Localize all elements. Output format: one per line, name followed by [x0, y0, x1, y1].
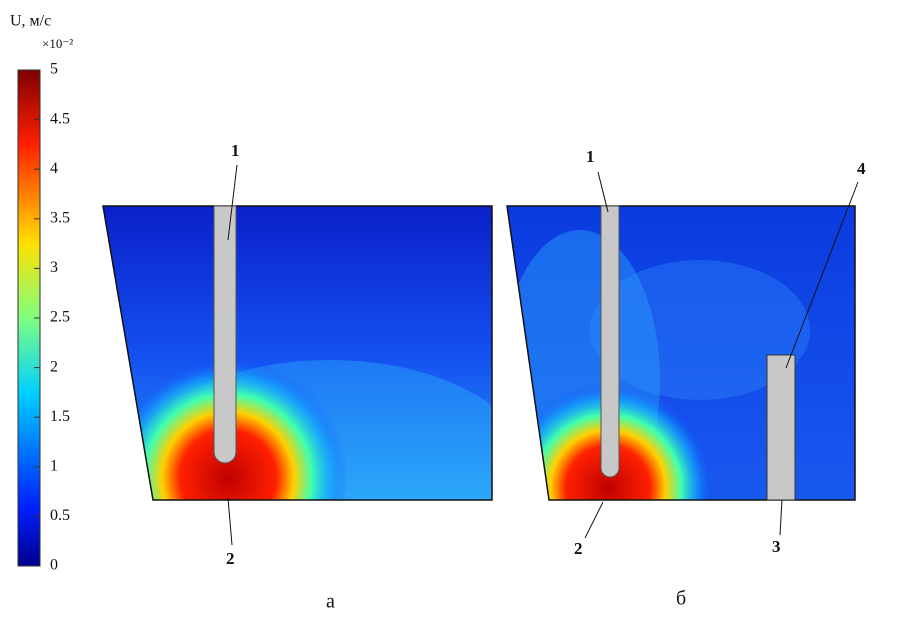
- callout: 1: [231, 141, 240, 160]
- callout: 2: [574, 539, 583, 558]
- colorbar-title: U, м/с: [10, 13, 51, 30]
- tick-label: 4.5: [50, 110, 70, 127]
- tick-label: 0.5: [50, 507, 70, 524]
- panel-b: 1 2 3 4 б: [506, 147, 866, 610]
- panel-a: 1 2 а: [102, 141, 493, 613]
- callout: 2: [226, 549, 235, 568]
- tick-label: 3.5: [50, 209, 70, 226]
- callout: 4: [857, 159, 866, 178]
- tick-label: 1: [50, 457, 58, 474]
- panel-label: а: [326, 591, 335, 613]
- tick-label: 1.5: [50, 408, 70, 425]
- tick-label: 0: [50, 557, 58, 574]
- tick-label: 2.5: [50, 309, 70, 326]
- colorbar-scale: ×10⁻²: [42, 36, 73, 51]
- tick-label: 2: [50, 358, 58, 375]
- callout: 3: [772, 537, 781, 556]
- callout: 1: [586, 147, 595, 166]
- tick-label: 4: [50, 160, 58, 177]
- tick-label: 3: [50, 259, 58, 276]
- panel-label: б: [676, 588, 686, 610]
- tick-label: 5: [50, 61, 58, 78]
